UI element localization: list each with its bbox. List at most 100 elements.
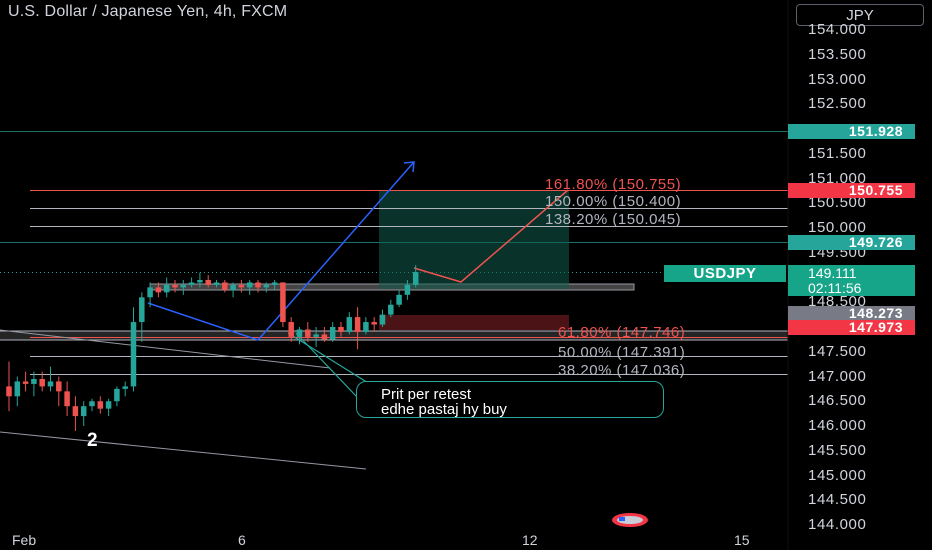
candle-body <box>238 284 245 288</box>
candle <box>296 327 303 345</box>
candle <box>371 317 377 332</box>
candle-body <box>139 297 145 323</box>
candle <box>205 275 211 288</box>
currency-selector[interactable]: JPY <box>796 4 924 26</box>
x-tick-label: Feb <box>12 532 37 548</box>
candle-body <box>188 282 195 285</box>
support-zone <box>0 331 788 340</box>
candle <box>338 322 344 337</box>
candle-body <box>97 401 104 409</box>
annotation-note[interactable]: Prit per retest edhe pastaj hy buy <box>356 381 664 418</box>
candle <box>271 279 278 290</box>
candle <box>72 396 79 431</box>
candle-body <box>404 284 411 295</box>
candle-body <box>313 334 319 337</box>
candle-body <box>56 381 62 392</box>
candle <box>105 398 112 417</box>
red-projection-path <box>413 189 569 283</box>
candle-body <box>305 329 311 337</box>
candle <box>180 279 187 295</box>
candle <box>56 376 62 407</box>
candle <box>313 327 319 347</box>
candle <box>14 376 21 407</box>
note-connector-2 <box>295 332 358 398</box>
chart-title: U.S. Dollar / Japanese Yen, 4h, FXCM <box>8 3 288 20</box>
y-tick-label: 146.500 <box>808 392 867 410</box>
candle <box>379 309 386 327</box>
candle <box>222 279 228 293</box>
candle <box>188 277 195 288</box>
candle <box>147 282 153 308</box>
price-tag-151928: 151.928 <box>788 124 915 139</box>
long-position-profit-zone <box>379 190 569 289</box>
candle <box>122 381 128 397</box>
candle-body <box>246 282 253 288</box>
y-tick-label: 145.000 <box>808 466 867 484</box>
wave-label: 2 <box>87 430 98 451</box>
y-tick-label: 150.000 <box>808 219 867 236</box>
candle <box>80 401 87 426</box>
candle <box>305 322 311 342</box>
candle <box>47 366 54 392</box>
candle-body <box>222 282 228 290</box>
y-tick-label: 152.500 <box>808 95 867 113</box>
candle-body <box>147 287 153 298</box>
candle-body <box>22 381 29 384</box>
y-tick-label: 150.500 <box>808 194 867 212</box>
y-tick-label: 147.000 <box>808 367 867 385</box>
y-tick-label: 151.500 <box>808 144 867 162</box>
candle-body <box>371 322 377 325</box>
trendline-diagonal <box>0 329 331 369</box>
candle <box>396 289 402 308</box>
candle <box>89 398 95 412</box>
candle <box>238 279 245 293</box>
candle-body <box>14 381 21 397</box>
bar-countdown: 02:11:56 <box>808 280 862 296</box>
y-tick-label: 154.000 <box>808 21 867 38</box>
candle-body <box>155 287 162 293</box>
candle-body <box>205 279 211 285</box>
candle <box>172 279 178 293</box>
candles <box>6 265 419 431</box>
y-tick-label: 153.500 <box>808 45 867 63</box>
candle <box>363 317 369 335</box>
annotation-line-2: edhe pastaj hy buy <box>381 401 507 418</box>
candle-body <box>64 391 70 407</box>
candle <box>130 307 137 392</box>
y-tick-label: 146.000 <box>808 417 867 434</box>
candle <box>412 265 419 288</box>
candle <box>197 272 203 288</box>
candle <box>114 386 120 407</box>
candle-body <box>346 317 353 332</box>
fib-label-61-8: 61.80% (147.746) <box>558 324 686 341</box>
current-price-value: 149.111 <box>808 265 857 281</box>
us-flag-icon <box>612 513 648 527</box>
fib-label-150: 150.00% (150.400) <box>545 193 682 210</box>
x-tick-label: 15 <box>734 532 750 548</box>
candle <box>288 317 294 342</box>
candle <box>263 282 270 293</box>
candle-body <box>280 282 286 323</box>
candle-body <box>172 284 178 288</box>
note-connector-1 <box>287 332 374 387</box>
candle-body <box>39 378 45 387</box>
candle-body <box>230 284 236 290</box>
candle <box>6 361 12 412</box>
candle-body <box>80 406 87 417</box>
price-tag-149726: 149.726 <box>788 235 915 250</box>
candle-body <box>363 322 369 332</box>
candle-body <box>296 329 303 337</box>
candle-body <box>105 401 112 409</box>
fib-label-50: 50.00% (147.391) <box>558 344 686 361</box>
candle-body <box>180 284 187 288</box>
candle-body <box>263 284 270 288</box>
y-tick-label: 151.000 <box>808 169 867 187</box>
candle-body <box>31 378 37 384</box>
candle-body <box>321 334 328 340</box>
symbol-tag: USDJPY <box>664 265 786 282</box>
candle-body <box>6 386 12 397</box>
candle-body <box>388 304 394 315</box>
annotation-line-1: Prit per retest <box>381 386 472 403</box>
y-tick-label: 147.500 <box>808 342 867 360</box>
